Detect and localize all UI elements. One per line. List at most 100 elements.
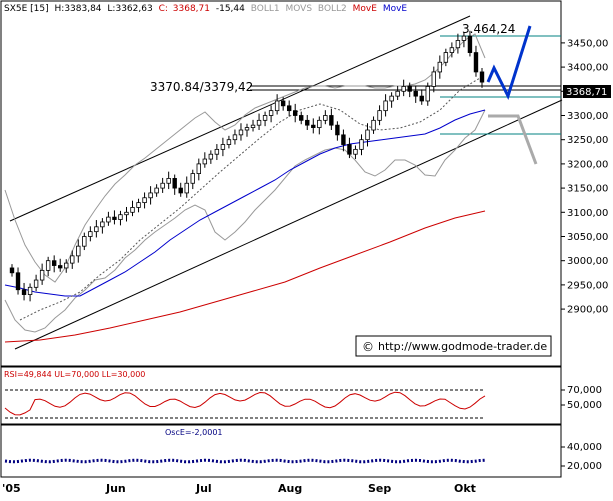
candle-body <box>100 221 105 228</box>
price-tick-label: 3300,00 <box>567 111 608 122</box>
candle-body <box>33 279 39 288</box>
candle-body <box>449 47 455 53</box>
candle-body <box>323 115 328 121</box>
price-axis: 3450,003400,003350,003300,003250,003200,… <box>561 38 608 316</box>
candle-body <box>112 216 117 220</box>
candle-body <box>317 119 322 128</box>
header-ind-move-red: MovE <box>353 4 378 14</box>
candle-body <box>178 187 183 194</box>
candle-body <box>15 272 21 291</box>
candle-body <box>27 286 33 295</box>
time-label-okt: Okt <box>454 482 476 495</box>
price-tick-label: 3150,00 <box>567 184 608 195</box>
candle-body <box>467 35 473 53</box>
candle-body <box>160 182 165 189</box>
osc-tick-40: 40,000 <box>567 442 602 453</box>
candle-body <box>347 144 352 155</box>
candle-body <box>274 100 280 112</box>
time-label-sep: Sep <box>368 482 391 495</box>
moving-average-dotted <box>19 77 481 321</box>
candle-body <box>407 86 412 92</box>
header-change: -15,44 <box>216 4 245 14</box>
moving-average-red <box>4 210 486 343</box>
candle-body <box>172 178 177 189</box>
candle-body <box>82 236 87 247</box>
price-tick-label: 3400,00 <box>567 63 608 74</box>
candle-body <box>268 110 274 116</box>
candle-body <box>401 86 406 92</box>
candle-body <box>244 127 250 131</box>
rsi-label: RSI=49,844 UL=70,000 LL=30,000 <box>4 370 145 379</box>
channel-upper-line <box>9 15 471 222</box>
header-ind-move-blue: MovE <box>383 4 408 14</box>
watermark-text: http://www.godmode-trader.de <box>378 340 547 353</box>
price-tick-label: 3200,00 <box>567 159 608 170</box>
time-axis: '05 Jun Jul Aug Sep Okt <box>2 482 476 495</box>
candle-body <box>329 115 334 126</box>
candle-body <box>136 202 141 208</box>
candle-body <box>473 52 479 73</box>
candle-body <box>365 129 370 141</box>
candle-body <box>142 197 147 204</box>
watermark-box <box>355 335 552 357</box>
candle-body <box>262 115 268 121</box>
candle-body <box>118 214 123 220</box>
price-tick-label: 3250,00 <box>567 135 608 146</box>
candle-body <box>39 269 45 281</box>
candle-body <box>76 245 81 257</box>
candle-body <box>413 90 418 97</box>
osc-panel <box>0 424 562 478</box>
projection-gray-path <box>488 114 538 165</box>
price-tick-label: 3100,00 <box>567 208 608 219</box>
header-low: L:3362,63 <box>107 4 152 14</box>
candle-body <box>250 124 256 128</box>
candle-body <box>311 124 316 128</box>
candle-body <box>94 226 99 233</box>
candle-body <box>196 163 201 174</box>
candle-body <box>419 95 424 102</box>
candle-body <box>154 187 159 194</box>
header-close-label: C: <box>159 4 168 14</box>
candle-body <box>184 182 189 194</box>
candle-body <box>299 115 304 121</box>
moving-average-blue <box>4 109 486 297</box>
candle-body <box>437 61 443 73</box>
time-label-jul: Jul <box>195 482 212 495</box>
header-ind-boll1: BOLL1 <box>251 4 280 14</box>
candle-body <box>9 267 15 274</box>
price-tick-label: 3450,00 <box>567 38 608 49</box>
candle-body <box>166 178 171 184</box>
candle-body <box>353 148 358 155</box>
candle-body <box>51 260 57 266</box>
candle-body <box>88 231 93 237</box>
candle-body <box>383 100 388 112</box>
time-label-05: '05 <box>2 482 21 495</box>
osc-line <box>4 458 486 464</box>
last-price-text: 3368,71 <box>566 87 607 98</box>
candle-body <box>335 124 340 136</box>
candle-body <box>70 255 75 264</box>
copyright-icon: © <box>362 340 374 354</box>
price-tick-label: 3000,00 <box>567 256 608 267</box>
header-ind-movs: MOVS <box>285 4 312 14</box>
candle-body <box>226 139 232 145</box>
candle-body <box>293 110 298 116</box>
candle-body <box>461 35 467 41</box>
candle-body <box>64 262 69 269</box>
time-label-jun: Jun <box>105 482 126 495</box>
candle-body <box>238 129 244 136</box>
bollinger-upper <box>4 33 486 283</box>
projection-blue-path <box>486 25 532 100</box>
candle-body <box>377 110 382 121</box>
header-close: 3368,71 <box>173 4 210 14</box>
osc-tick-20: 20,000 <box>567 461 602 472</box>
candlesticks <box>9 30 485 302</box>
candle-body <box>106 216 111 223</box>
candle-body <box>58 265 63 269</box>
header-legend: SX5E [15] H:3383,84 L:3362,63 C: 3368,71… <box>4 4 407 14</box>
candle-body <box>389 95 394 102</box>
candle-body <box>280 100 286 107</box>
candle-body <box>45 260 51 271</box>
candle-body <box>286 105 292 112</box>
